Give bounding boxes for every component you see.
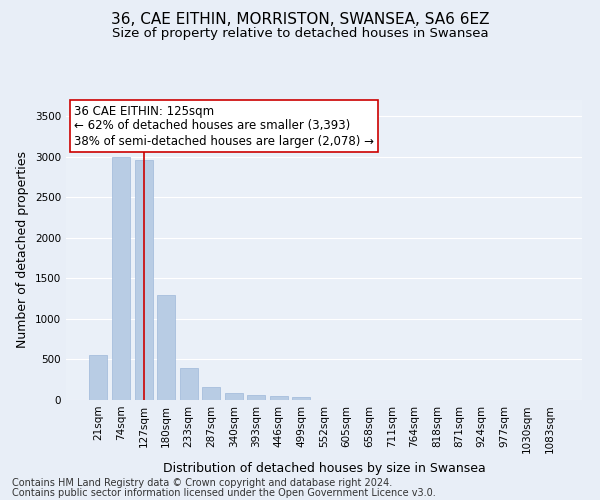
Bar <box>157 294 175 400</box>
Bar <box>202 387 220 400</box>
Bar <box>247 394 265 400</box>
Text: 36, CAE EITHIN, MORRISTON, SWANSEA, SA6 6EZ: 36, CAE EITHIN, MORRISTON, SWANSEA, SA6 … <box>111 12 489 28</box>
Bar <box>89 356 107 400</box>
Bar <box>270 396 288 400</box>
Bar <box>112 157 130 400</box>
X-axis label: Distribution of detached houses by size in Swansea: Distribution of detached houses by size … <box>163 462 485 475</box>
Text: 36 CAE EITHIN: 125sqm
← 62% of detached houses are smaller (3,393)
38% of semi-d: 36 CAE EITHIN: 125sqm ← 62% of detached … <box>74 104 374 148</box>
Y-axis label: Number of detached properties: Number of detached properties <box>16 152 29 348</box>
Bar <box>225 392 243 400</box>
Bar <box>134 160 152 400</box>
Text: Contains HM Land Registry data © Crown copyright and database right 2024.: Contains HM Land Registry data © Crown c… <box>12 478 392 488</box>
Text: Contains public sector information licensed under the Open Government Licence v3: Contains public sector information licen… <box>12 488 436 498</box>
Bar <box>292 397 310 400</box>
Bar <box>179 368 198 400</box>
Text: Size of property relative to detached houses in Swansea: Size of property relative to detached ho… <box>112 28 488 40</box>
